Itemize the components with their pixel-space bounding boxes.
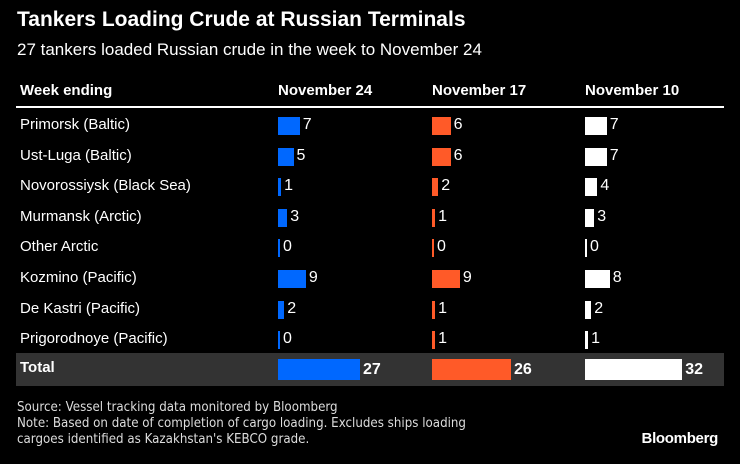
footnote-line-1: Note: Based on date of completion of car… <box>17 415 466 431</box>
bar <box>278 239 280 258</box>
total-label: Total <box>20 359 55 376</box>
value-label: 2 <box>594 299 604 317</box>
value-label: 0 <box>283 238 292 256</box>
value-label: 9 <box>462 269 472 286</box>
value-label: 0 <box>437 238 446 256</box>
row-label: Other Arctic <box>20 238 99 256</box>
value-label: 0 <box>283 330 292 348</box>
bar <box>278 117 300 135</box>
value-label: 2 <box>441 177 451 195</box>
value-label: 0 <box>590 238 599 256</box>
bar <box>585 208 595 227</box>
column-header-2: November 17 <box>432 82 527 99</box>
value-label: 7 <box>302 116 312 133</box>
value-label: 3 <box>597 207 607 225</box>
value-label: 1 <box>284 177 293 195</box>
bar <box>278 331 280 350</box>
chart-subtitle: 27 tankers loaded Russian crude in the w… <box>17 40 482 59</box>
row-label: De Kastri (Pacific) <box>20 299 141 317</box>
chart-title: Tankers Loading Crude at Russian Termina… <box>17 8 466 31</box>
row-header: Week ending <box>20 82 113 99</box>
total-bar <box>432 359 511 380</box>
value-label: 6 <box>453 116 463 133</box>
column-header-1: November 24 <box>278 82 373 99</box>
row-label: Novorossiysk (Black Sea) <box>20 177 191 195</box>
bar <box>432 331 436 350</box>
value-label: 1 <box>591 330 600 348</box>
row-label: Primorsk (Baltic) <box>20 116 131 133</box>
bar <box>585 331 589 350</box>
value-label: 4 <box>600 177 610 195</box>
bar <box>432 147 451 166</box>
total-value-label: 32 <box>685 361 703 378</box>
row-label: Prigorodnoye (Pacific) <box>20 330 168 348</box>
bar <box>278 208 288 227</box>
value-label: 7 <box>609 116 619 133</box>
row-label: Ust-Luga (Baltic) <box>20 146 132 164</box>
value-label: 1 <box>438 299 447 317</box>
bar <box>432 300 436 319</box>
bar <box>432 117 451 135</box>
header-divider <box>16 106 724 108</box>
value-label: 8 <box>612 269 622 286</box>
bar <box>278 147 294 166</box>
source-note: Source: Vessel tracking data monitored b… <box>17 399 338 415</box>
bar <box>585 147 607 166</box>
bar <box>278 178 282 197</box>
column-header-3: November 10 <box>585 82 680 99</box>
value-label: 2 <box>287 299 297 317</box>
bar <box>432 239 434 258</box>
total-value-label: 26 <box>513 361 532 378</box>
value-label: 7 <box>609 146 619 164</box>
bar <box>585 239 587 258</box>
bar <box>432 178 439 197</box>
bar <box>278 270 306 288</box>
bar <box>585 300 592 319</box>
bar <box>585 270 610 288</box>
row-label: Kozmino (Pacific) <box>20 269 137 286</box>
bar <box>585 117 607 135</box>
value-label: 5 <box>296 146 306 164</box>
value-label: 1 <box>438 330 447 348</box>
value-label: 3 <box>290 207 300 225</box>
footnote-line-2: cargoes identified as Kazakhstan's KEBCO… <box>17 431 310 447</box>
bar <box>432 270 460 288</box>
bar <box>432 208 436 227</box>
value-label: 9 <box>308 269 318 286</box>
total-value-label: 27 <box>363 361 381 378</box>
value-label: 6 <box>453 146 463 164</box>
total-bar <box>278 359 361 380</box>
bar <box>585 178 598 197</box>
total-bar <box>585 359 683 380</box>
bloomberg-logo: Bloomberg <box>641 430 719 447</box>
value-label: 1 <box>438 207 447 225</box>
bar <box>278 300 285 319</box>
row-label: Murmansk (Arctic) <box>20 207 142 225</box>
